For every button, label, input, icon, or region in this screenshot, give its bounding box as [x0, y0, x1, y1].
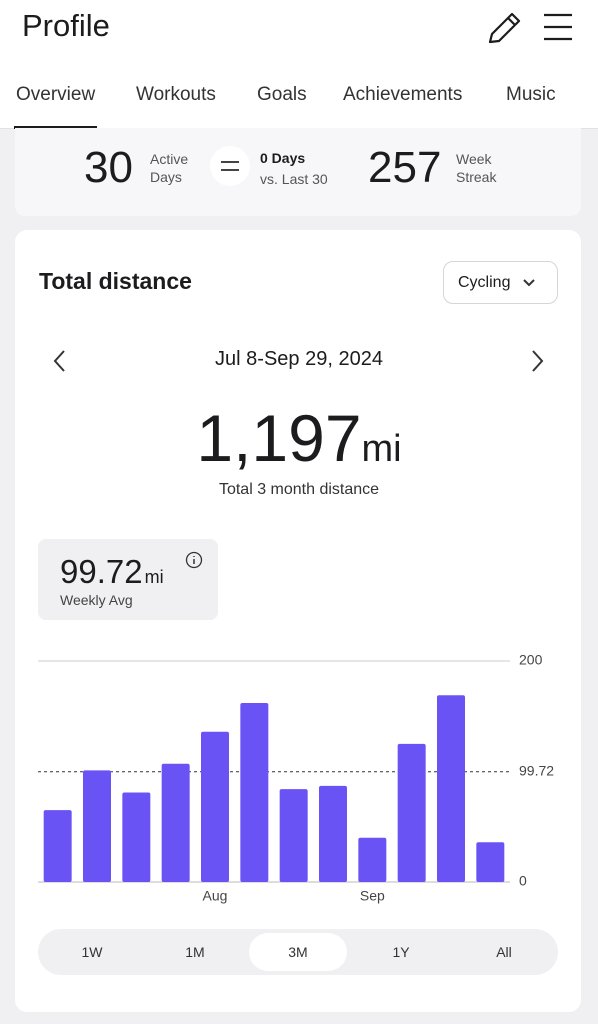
bar	[43, 810, 72, 882]
tab[interactable]: Achievements	[343, 84, 463, 105]
total-unit: mi	[361, 428, 402, 470]
x-tick-label: Aug	[203, 888, 228, 904]
avg-unit: mi	[144, 567, 164, 587]
range-button[interactable]: 1Y	[392, 944, 410, 960]
bar	[279, 789, 308, 882]
range-button[interactable]: All	[496, 944, 512, 960]
range-button[interactable]: 1M	[185, 944, 205, 960]
stat-value: 30	[84, 143, 133, 192]
chart: 0 99.72 200 Aug Sep	[38, 652, 554, 904]
bar	[476, 842, 505, 882]
stat-label: Week Streak	[456, 151, 497, 185]
stat-value: 0 Days	[260, 150, 306, 166]
prev-button[interactable]	[52, 349, 68, 373]
filter-label: Cycling	[458, 274, 511, 291]
menu-icon[interactable]	[542, 12, 574, 42]
bar	[319, 785, 347, 882]
info-icon[interactable]	[185, 551, 203, 569]
equal-icon	[210, 146, 250, 186]
bar	[397, 743, 426, 882]
stat-label: Active Days	[150, 151, 189, 185]
y-tick-label: 200	[519, 652, 543, 668]
tab[interactable]: Goals	[257, 84, 307, 105]
stats-card: 30 Active Days 0 Days vs. Last 30 257 We…	[15, 128, 581, 216]
range-button[interactable]: 3M	[249, 933, 347, 971]
bar	[83, 770, 111, 882]
bar	[201, 731, 229, 882]
y-tick-label: 0	[519, 873, 527, 889]
range-selector: 1W 1M 3M 1Y All	[38, 929, 558, 975]
page-title: Profile	[22, 8, 110, 43]
bar	[240, 702, 269, 882]
tab-bar: Overview Workouts Goals Achievements Music	[0, 84, 598, 129]
next-button[interactable]	[529, 349, 545, 373]
avg-value: 99.72 mi	[60, 553, 164, 591]
total-value: 1,197	[196, 401, 362, 475]
edit-icon[interactable]	[484, 10, 524, 46]
tab[interactable]: Overview	[13, 84, 98, 129]
bar	[161, 763, 190, 882]
date-range: Jul 8-Sep 29, 2024	[215, 348, 383, 370]
avg-box: 99.72 mi Weekly Avg	[38, 539, 218, 620]
bar	[437, 695, 465, 882]
avg-label: Weekly Avg	[60, 592, 133, 608]
tab[interactable]: Workouts	[136, 84, 216, 105]
total-label: Total 3 month distance	[218, 481, 380, 498]
tab[interactable]: Music	[506, 84, 556, 105]
sport-filter[interactable]: Cycling	[443, 261, 558, 304]
range-button[interactable]: 1W	[81, 944, 103, 960]
bar	[358, 837, 387, 882]
stat-label: vs. Last 30	[260, 171, 328, 187]
bar	[122, 792, 151, 882]
header	[0, 0, 598, 129]
avg-number: 99.72	[60, 553, 143, 590]
chart-title: Total distance	[39, 268, 192, 294]
total-distance: 1,197mi	[0, 400, 598, 476]
stat-value: 257	[368, 143, 442, 192]
chevron-down	[523, 279, 535, 287]
x-tick-label: Sep	[360, 888, 385, 904]
y-tick-label: 99.72	[519, 763, 554, 779]
